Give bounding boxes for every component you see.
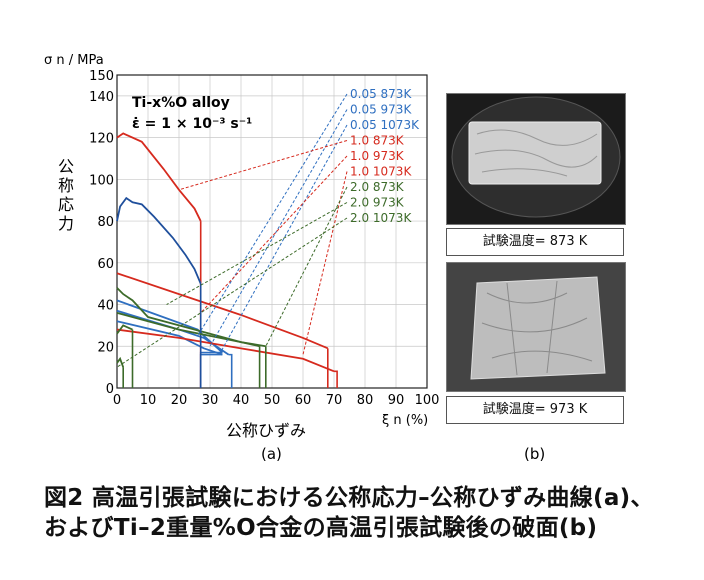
x-tick-label: 20 [171,393,188,408]
y-tick-label: 40 [97,299,114,314]
x-tick-labels: 0 10 20 30 40 50 60 70 80 90 100 [113,393,440,408]
x-tick-label: 30 [202,393,219,408]
legend-entry: 0.05 1073K [350,118,420,132]
y-tick-label: 20 [97,340,114,355]
series-drop-1 [228,353,233,388]
series-line-7 [116,324,133,335]
legend-arrow [218,124,348,355]
y-tick-label: 140 [89,90,114,105]
legend-arrow [200,155,348,314]
legend-entry: 2.0 873K [350,180,405,194]
series-line-1 [116,309,230,356]
legend-arrow [209,109,348,347]
alloy-annotation: Ti-x%O alloy [132,95,230,111]
legend-entry: 0.05 873K [350,87,412,101]
y-tick-label: 100 [89,173,114,188]
x-tick-label: 60 [295,393,312,408]
photo-caption-973k: 試験温度= 973 K [446,396,624,424]
x-axis-title: 公称ひずみ [226,421,306,440]
y-tick-label: 60 [97,257,114,272]
x-tick-label: 0 [113,393,121,408]
legend-arrow [178,140,348,191]
series-line-2 [116,320,223,356]
series-line-3 [116,132,202,222]
legend-arrow [166,202,348,305]
x-tick-label: 80 [357,393,374,408]
figure-caption-line-2: およびTi–2重量%O合金の高温引張試験後の破面(b) [44,515,598,541]
y-axis-label: σ n / MPa [44,53,104,68]
x-tick-label: 70 [326,393,343,408]
series-line-5 [116,328,335,373]
x-tick-label: 40 [233,393,250,408]
legend-entry: 1.0 1073K [350,165,412,179]
x-axis-label: ξ n (%) [382,413,428,428]
y-tick-label: 120 [89,132,114,147]
series-line-10 [116,312,260,348]
series-drop-2 [199,353,223,388]
legend-entry: 2.0 973K [350,196,405,210]
legend-entry: 1.0 873K [350,134,405,148]
legend-entry: 1.0 973K [350,149,405,163]
y-tick-labels: 0 20 40 60 80 100 120 140 150 [89,69,114,397]
y-tick-label: 0 [106,382,114,397]
x-tick-label: 90 [388,393,405,408]
x-tick-label: 10 [140,393,157,408]
curve-series [116,132,338,388]
legend-entry: 2.0 1073K [350,211,412,225]
photo-caption-873k: 試験温度= 873 K [446,228,624,256]
panel-label-a: (a) [261,445,282,463]
figure-caption-line-1: 図2 高温引張試験における公称応力–公称ひずみ曲線(a)、 [44,485,654,511]
legend-arrow [197,93,348,337]
fracture-photo-973k [446,262,626,392]
y-tick-label: 80 [97,215,114,230]
rate-annotation: ε̇ = 1 × 10⁻³ s⁻¹ [132,116,252,132]
x-tick-label: 100 [415,393,440,408]
y-tick-label: 150 [89,69,114,84]
series-drop-5 [334,370,338,388]
series-line-9 [116,196,202,285]
plot-frame [116,74,428,389]
series-line-8 [116,356,125,368]
series-drop-0 [199,351,223,388]
legend-entry: 0.05 973K [350,103,412,117]
fracture-photo-873k [446,93,626,225]
y-axis-title: 公称応力 [58,157,74,233]
legend-arrow [265,186,348,347]
legend-arrow [116,217,348,368]
panel-label-b: (b) [524,445,545,463]
x-tick-label: 50 [264,393,281,408]
legend-arrows [116,93,348,368]
